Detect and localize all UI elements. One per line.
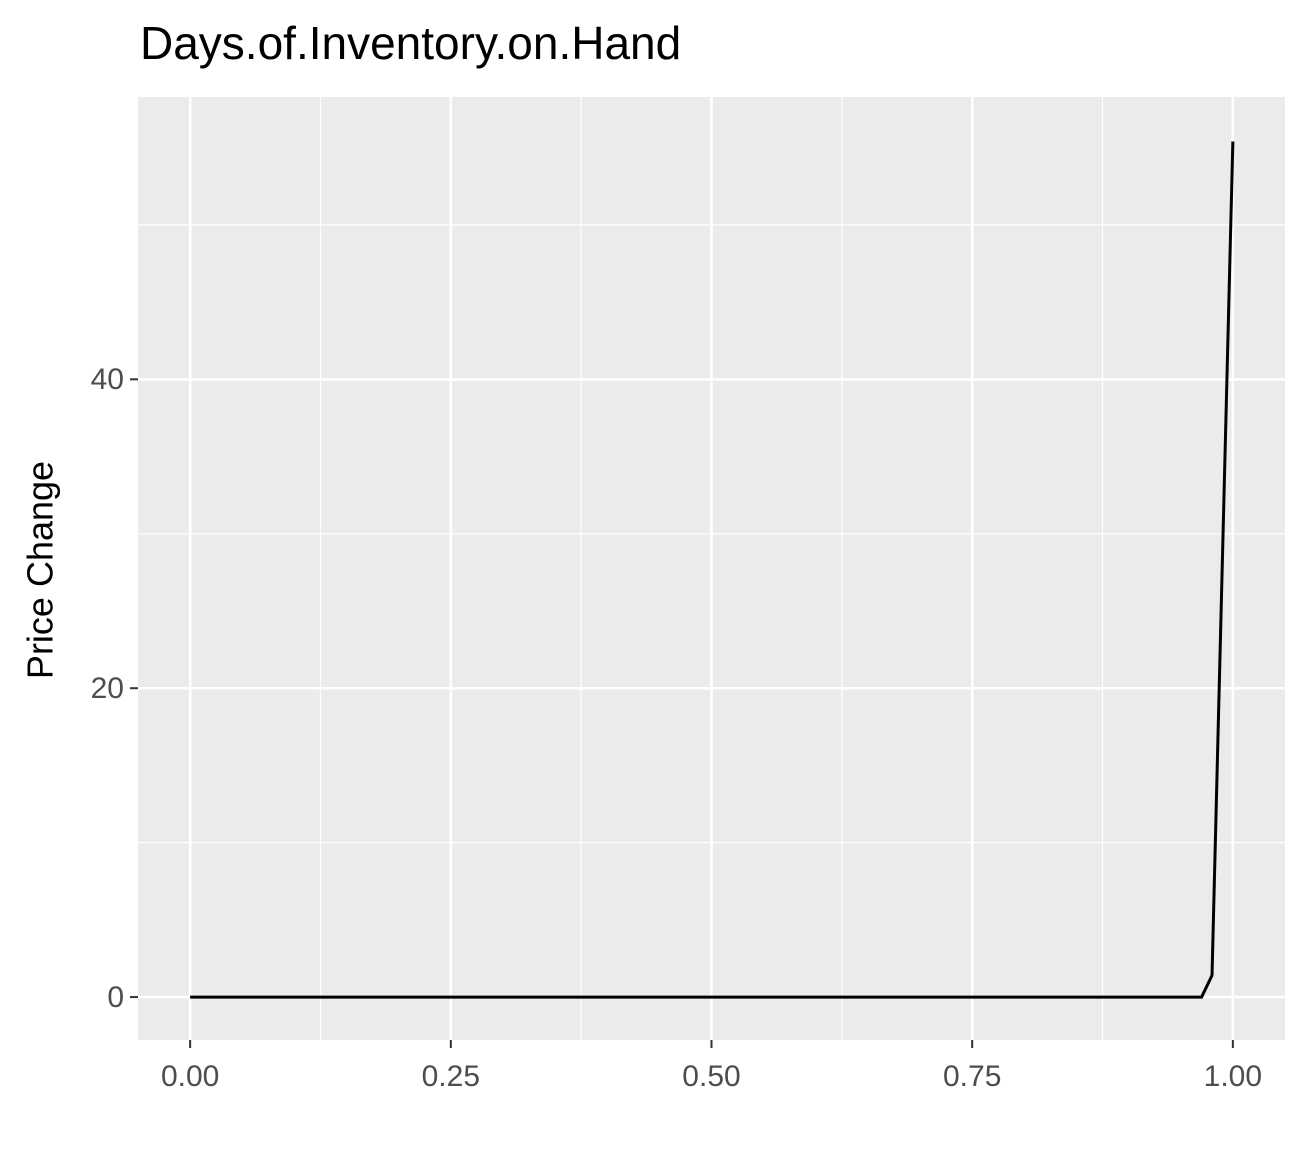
x-tick-label: 0.25 bbox=[422, 1060, 480, 1093]
x-tick-label: 1.00 bbox=[1204, 1060, 1262, 1093]
chart-title: Days.of.Inventory.on.Hand bbox=[140, 17, 681, 69]
x-tick-label: 0.50 bbox=[682, 1060, 740, 1093]
y-tick-label: 20 bbox=[91, 672, 124, 705]
y-tick-label: 0 bbox=[107, 981, 124, 1014]
y-tick-label: 40 bbox=[91, 363, 124, 396]
x-tick-label: 0.00 bbox=[161, 1060, 219, 1093]
line bbox=[190, 141, 1235, 999]
y-axis-label: Price Change bbox=[20, 461, 61, 679]
x-tick-label: 0.75 bbox=[943, 1060, 1001, 1093]
